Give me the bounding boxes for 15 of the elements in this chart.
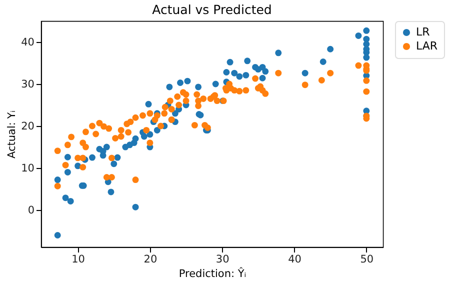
- chart-title: Actual vs Predicted: [152, 2, 272, 17]
- legend-label: LR: [416, 26, 430, 38]
- y-tick-label: 20: [21, 120, 34, 133]
- x-tick-label: 40: [288, 254, 302, 266]
- y-tick-label: 40: [21, 36, 34, 49]
- y-tick-label: 0: [28, 204, 34, 217]
- x-tick-label: 30: [216, 254, 230, 266]
- x-tick-label: 50: [360, 254, 374, 266]
- x-tick-label: 10: [72, 254, 85, 266]
- y-tick-label: 10: [21, 162, 34, 175]
- x-tick-label: 20: [144, 254, 158, 266]
- y-tick-label: 30: [21, 78, 34, 91]
- x-axis-title: Prediction: Ŷᵢ: [178, 267, 246, 280]
- legend-label: LAR: [416, 40, 438, 52]
- y-axis-title: Actual: Yᵢ: [6, 110, 18, 159]
